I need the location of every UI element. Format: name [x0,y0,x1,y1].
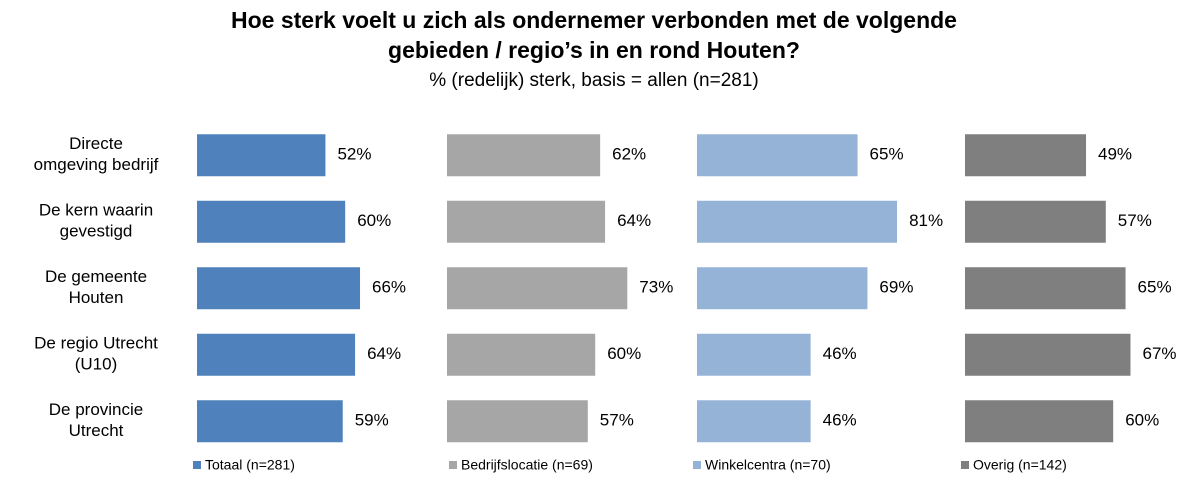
value-label: 62% [612,145,646,164]
value-label: 59% [355,411,389,430]
value-label: 52% [337,145,371,164]
bar [697,134,858,177]
value-label: 60% [357,211,391,230]
value-label: 46% [823,344,857,363]
bar [447,400,588,443]
category-label: Utrecht [69,421,124,440]
bar [697,400,811,443]
legend-swatch [193,461,201,469]
legend-label: Bedrijfslocatie (n=69) [461,457,593,473]
category-label: (U10) [75,355,118,374]
value-label: 64% [617,211,651,230]
chart-title: Hoe sterk voelt u zich als ondernemer ve… [231,7,957,33]
bar [197,333,356,376]
category-label: De provincie [49,400,144,419]
bar [697,200,898,243]
value-label: 69% [879,278,913,297]
value-label: 49% [1098,145,1132,164]
category-label: De kern waarin [39,201,153,220]
value-label: 57% [600,411,634,430]
bar [197,267,361,310]
category-label: Houten [69,288,124,307]
value-label: 66% [372,278,406,297]
bar [697,333,811,376]
value-label: 65% [870,145,904,164]
bar [965,400,1114,443]
category-label: De gemeente [45,267,147,286]
bar [965,333,1131,376]
bar [965,200,1106,243]
value-label: 73% [639,278,673,297]
bar [447,134,601,177]
value-label: 57% [1118,211,1152,230]
category-label: omgeving bedrijf [34,155,159,174]
legend-swatch [693,461,701,469]
value-label: 64% [367,344,401,363]
category-label: De regio Utrecht [34,334,158,353]
value-label: 60% [1125,411,1159,430]
value-label: 81% [909,211,943,230]
category-label: gevestigd [60,222,133,241]
chart-title: gebieden / regio’s in en rond Houten? [388,37,800,63]
legend-swatch [961,461,969,469]
bar [697,267,868,310]
bar [197,400,343,443]
bar [447,200,606,243]
value-label: 46% [823,411,857,430]
bar [447,333,596,376]
legend-swatch [449,461,457,469]
bar [197,134,326,177]
legend-label: Totaal (n=281) [205,457,295,473]
bar [965,134,1087,177]
legend-label: Winkelcentra (n=70) [705,457,831,473]
legend-label: Overig (n=142) [973,457,1067,473]
bar [197,200,346,243]
chart-subtitle: % (redelijk) sterk, basis = allen (n=281… [429,70,758,91]
bar [965,267,1126,310]
bar [447,267,628,310]
value-label: 60% [607,344,641,363]
value-label: 67% [1142,344,1176,363]
category-label: Directe [69,134,123,153]
value-label: 65% [1138,278,1172,297]
